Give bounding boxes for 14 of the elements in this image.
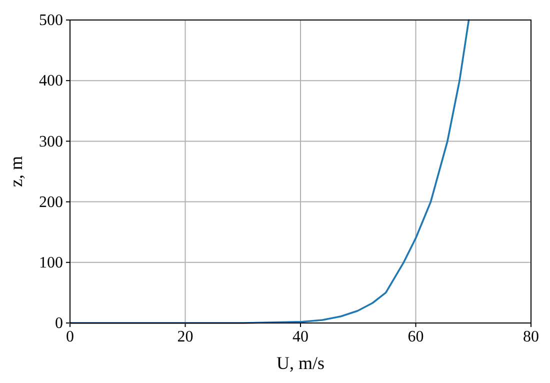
x-axis-title: U, m/s: [276, 353, 325, 373]
line-series: [69, 19, 470, 324]
y-tick-label: 0: [55, 315, 63, 332]
y-tick-label: 100: [39, 254, 63, 272]
y-tick-label: 300: [39, 133, 63, 150]
y-tick-label: 400: [39, 72, 63, 90]
x-tick-label: 40: [292, 328, 308, 346]
y-tick-label: 500: [39, 12, 63, 30]
x-tick-label: 0: [66, 328, 74, 346]
x-tick-label: 60: [408, 328, 424, 346]
x-tick-label: 20: [177, 328, 194, 346]
y-axis-title: z, m: [6, 156, 26, 187]
y-tick-label: 200: [39, 194, 63, 211]
x-tick-label: 80: [523, 328, 539, 346]
